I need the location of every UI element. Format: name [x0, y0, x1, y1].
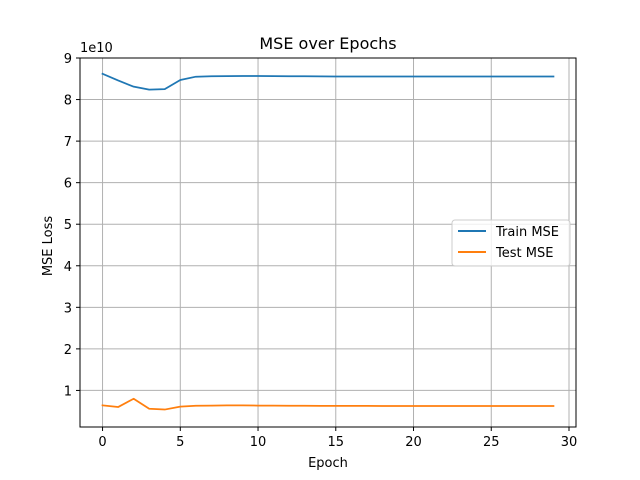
- legend-label-train-mse: Train MSE: [495, 225, 559, 240]
- legend-label-test-mse: Test MSE: [495, 246, 553, 261]
- x-tick-label: 5: [176, 435, 184, 450]
- y-tick-label: 4: [64, 260, 72, 275]
- y-tick-label: 7: [64, 135, 72, 150]
- y-tick-label: 8: [64, 94, 72, 109]
- x-tick-label: 20: [405, 435, 422, 450]
- x-tick-label: 10: [250, 435, 267, 450]
- x-tick-label: 25: [483, 435, 500, 450]
- y-tick-label: 2: [64, 343, 72, 358]
- plot-frame: [79, 57, 577, 428]
- y-axis-label: MSE Loss: [41, 216, 56, 277]
- y-tick-label: 9: [64, 52, 72, 67]
- x-tick-label: 0: [98, 435, 106, 450]
- axis-ticks: 0 5 10 15 20 25 30 1 2 3 4 5 6 7 8 9: [64, 52, 578, 450]
- y-tick-label: 6: [64, 177, 72, 192]
- legend: Train MSE Test MSE: [451, 219, 571, 267]
- chart-title: MSE over Epochs: [259, 34, 396, 53]
- y-tick-label: 1: [64, 384, 72, 399]
- y-tick-label: 5: [64, 218, 72, 233]
- series-line-test-mse: [101, 397, 555, 411]
- x-axis-label: Epoch: [308, 456, 348, 471]
- series-line-train-mse: [101, 72, 555, 91]
- series-lines: [101, 72, 555, 411]
- x-tick-label: 30: [561, 435, 578, 450]
- y-axis-scale-label: 1e10: [80, 41, 113, 56]
- x-tick-label: 15: [328, 435, 345, 450]
- y-tick-label: 3: [64, 301, 72, 316]
